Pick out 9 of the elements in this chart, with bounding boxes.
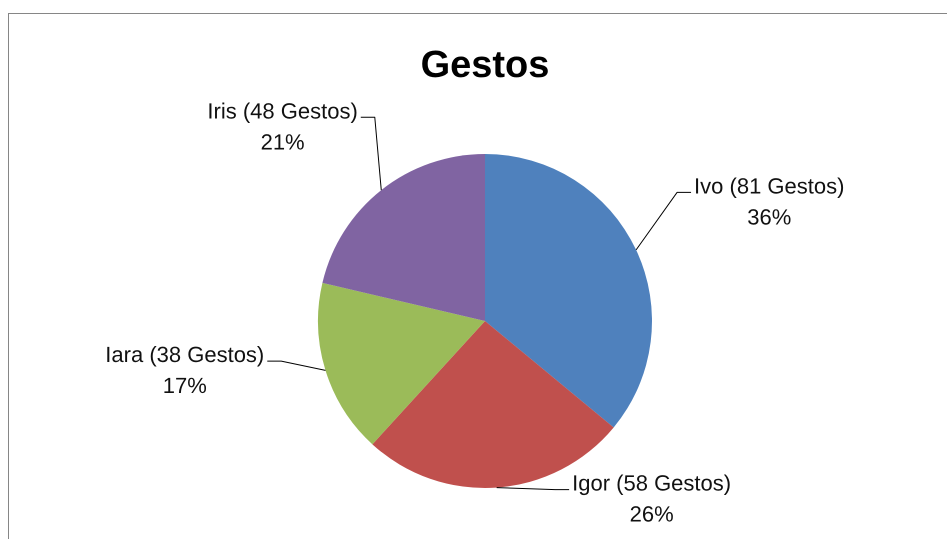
slice-label: Iris — [207, 98, 237, 124]
data-label: (58 Gestos) 26% — [616, 470, 732, 527]
chart-title: Gestos — [420, 43, 550, 87]
data-label: (48 Gestos) 21% — [242, 98, 358, 154]
data-label: (81 Gestos) 36% — [730, 173, 844, 230]
slice-label: Igor — [572, 470, 610, 496]
slice-label: Iara — [105, 342, 144, 368]
slice-label: Ivo — [694, 173, 724, 198]
data-label: (38 Gestos) 17% — [149, 342, 264, 398]
